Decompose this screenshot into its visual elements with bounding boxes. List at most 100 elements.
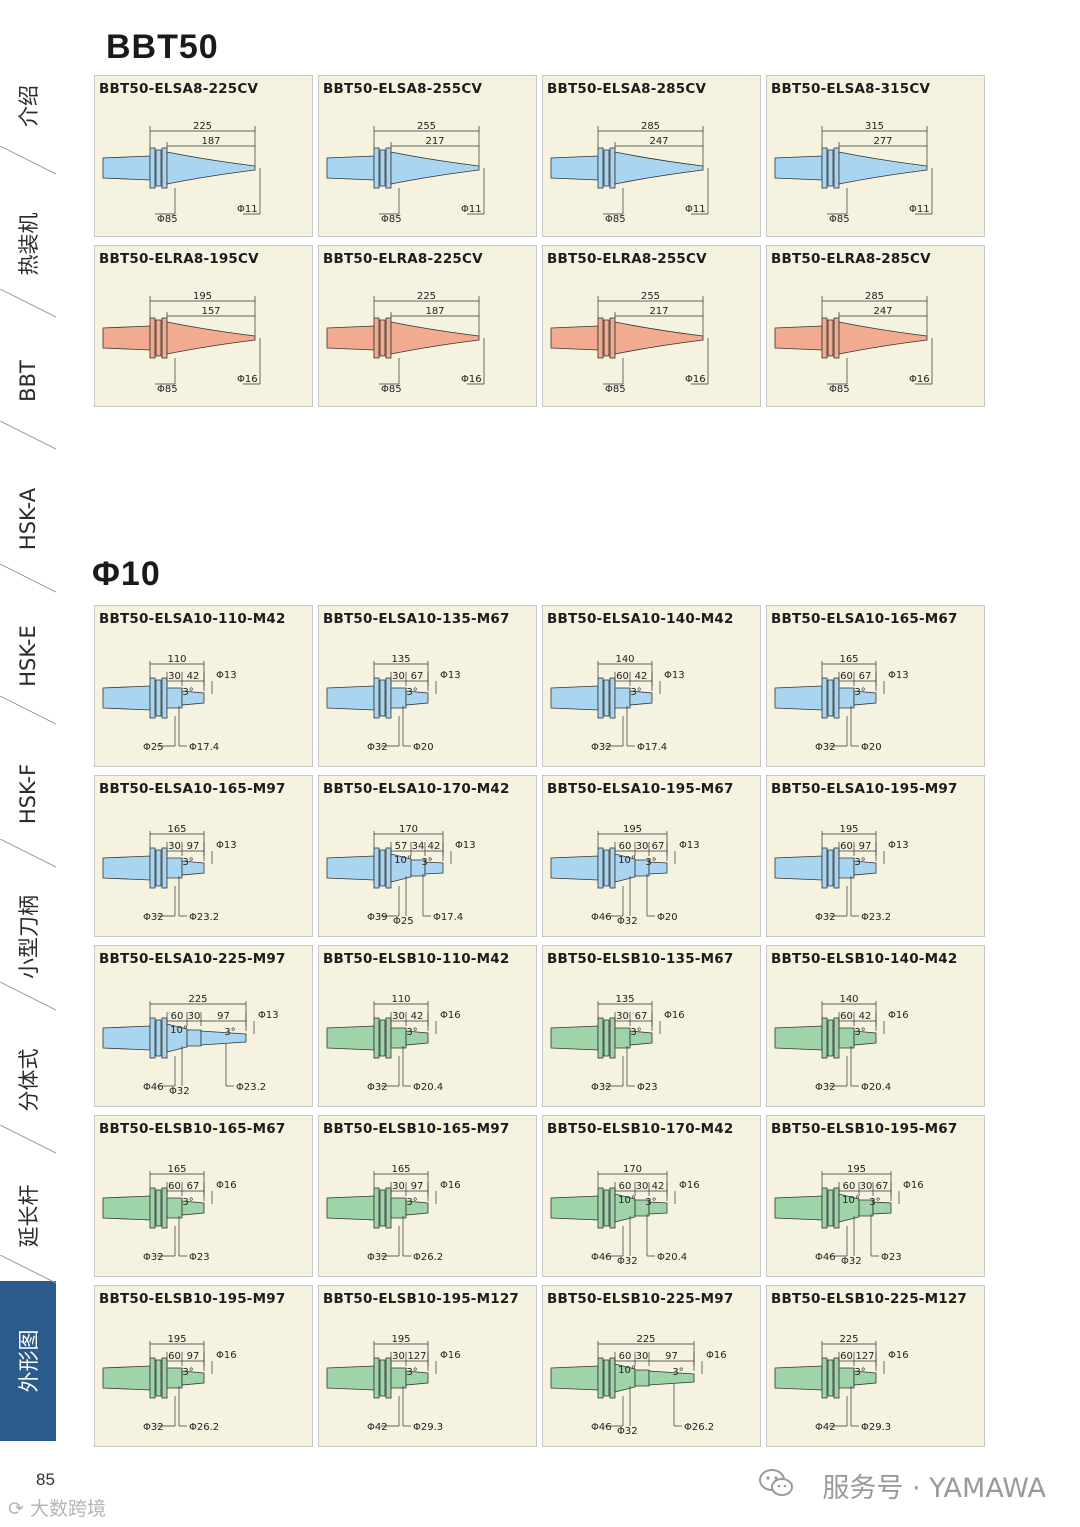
card-title: BBT50-ELSB10-195-M67 [771, 1121, 958, 1137]
flange-ring [385, 1017, 392, 1059]
flange-ring [603, 319, 610, 357]
step-angle: 10° [394, 855, 412, 866]
tool-drawing: 170 57 34 42 3° 10° Φ13 Φ39 Φ25 Φ17.4 [326, 824, 476, 927]
sidebar-divider [0, 696, 56, 725]
footer-brand: 服务号 · YAMAWA [822, 1473, 1046, 1504]
taper-angle: 3° [421, 857, 432, 868]
sidebar-tab-9[interactable]: 外形图 [0, 1281, 56, 1441]
drawing-card: BBT50-ELSB10-225-M97 225 60 30 97 3° 10° Φ16 Φ46… [542, 1285, 761, 1447]
dia-end: Φ20 [657, 912, 678, 923]
extension-step [853, 690, 877, 706]
extension-step [390, 1197, 407, 1219]
flange-ring [821, 1357, 828, 1399]
extension-step [853, 860, 877, 876]
dia-end: Φ23 [637, 1082, 658, 1093]
extension-step [390, 853, 412, 883]
card-title: BBT50-ELSA10-195-M97 [771, 781, 958, 797]
extension-step [166, 1023, 188, 1053]
dia-flange: Φ32 [367, 1252, 388, 1263]
sidebar-tab-label: 分体式 [17, 1048, 41, 1111]
dia-mid: Φ25 [393, 916, 414, 927]
tool-drawing: 285 247 Φ85 Φ11 [550, 121, 709, 225]
flange-ring [597, 847, 604, 889]
dia-end: Φ17.4 [189, 742, 219, 753]
dia-end: Φ23.2 [189, 912, 219, 923]
extension-step [648, 1201, 668, 1215]
extension-step [200, 1030, 247, 1046]
dim-segment-length: 42 [635, 671, 648, 682]
dim-segment-length: 60 [619, 1351, 632, 1362]
sidebar-tab-label: 外形图 [17, 1329, 41, 1393]
flange-ring [149, 847, 156, 889]
shank-body [550, 325, 599, 351]
section-title-bbt50: BBT50 [106, 28, 219, 66]
dim-overall-length: 165 [839, 654, 858, 665]
flange-ring [149, 1357, 156, 1399]
step-angle: 10° [618, 855, 636, 866]
dia-end: Φ23.2 [861, 912, 891, 923]
taper-angle: 3° [672, 1367, 683, 1378]
flange-ring [827, 319, 834, 357]
taper-angle: 3° [406, 1367, 417, 1378]
flange-ring [373, 847, 380, 889]
flange-ring [379, 149, 386, 187]
shank-body [550, 1195, 599, 1221]
taper-angle: 3° [182, 1197, 193, 1208]
taper-angle: 3° [630, 1027, 641, 1038]
flange-ring [603, 1359, 610, 1397]
dim-segment-length: 60 [840, 1351, 853, 1362]
dim-overall-length: 170 [399, 824, 418, 835]
dia-tip: Φ16 [461, 374, 482, 385]
card-title: BBT50-ELRA8-195CV [99, 251, 259, 267]
taper-angle: 3° [645, 857, 656, 868]
dia-tip: Φ16 [664, 1010, 685, 1021]
shank-body [102, 155, 151, 181]
dia-tip: Φ16 [685, 374, 706, 385]
tool-drawing: 135 30 67 3° Φ16 Φ32 Φ23 [550, 994, 685, 1093]
tool-drawing: 195 60 30 67 3° 10° Φ16 Φ46 Φ32 Φ23 [774, 1164, 924, 1267]
dia-tip: Φ11 [461, 204, 482, 215]
flange-ring [609, 847, 616, 889]
dim-extension-length: 187 [201, 136, 220, 147]
dim-extension-length: 187 [425, 306, 444, 317]
flange-ring [149, 1187, 156, 1229]
extension-step [634, 1369, 650, 1387]
dim-extension-length: 247 [873, 306, 892, 317]
step-angle: 10° [170, 1025, 188, 1036]
dia-flange: Φ46 [815, 1252, 836, 1263]
dim-overall-length: 165 [391, 1164, 410, 1175]
shank-body [774, 325, 823, 351]
dim-segment-length: 30 [168, 671, 181, 682]
flange-ring [385, 677, 392, 719]
dia-flange: Φ32 [143, 912, 164, 923]
card-title: BBT50-ELSB10-225-M127 [771, 1291, 968, 1307]
drawing-card: BBT50-ELRA8-195CV 195 157 Φ85 Φ16 [94, 245, 313, 407]
extension-step [629, 690, 653, 706]
sidebar-tab-label: BBT [16, 360, 40, 402]
extension-step [614, 853, 636, 883]
shank-body [102, 1195, 151, 1221]
dia-tip: Φ11 [237, 204, 258, 215]
tool-drawing: 315 277 Φ85 Φ11 [774, 121, 933, 225]
drawing-card: BBT50-ELSB10-170-M42 170 60 30 42 3° 10° Φ16 Φ46… [542, 1115, 761, 1277]
flange-ring [155, 319, 162, 357]
dia-mid: Φ32 [617, 1426, 638, 1437]
dia-flange: Φ85 [157, 214, 178, 225]
dim-overall-length: 285 [641, 121, 660, 132]
flange-ring [373, 147, 380, 189]
dim-overall-length: 225 [636, 1334, 655, 1345]
flange-ring [161, 1017, 168, 1059]
flange-ring [161, 317, 168, 359]
dim-extension-length: 217 [425, 136, 444, 147]
dia-tip: Φ16 [706, 1350, 727, 1361]
taper-angle: 3° [854, 857, 865, 868]
extension-step [166, 687, 183, 709]
dia-tip: Φ16 [440, 1180, 461, 1191]
taper-extension [614, 321, 704, 355]
flange-ring [373, 677, 380, 719]
drawing-card: BBT50-ELSA8-285CV 285 247 Φ85 Φ11 [542, 75, 761, 237]
drawing-card: BBT50-ELSB10-195-M127 195 30 127 3° Φ16 Φ42 Φ29… [318, 1285, 537, 1447]
dim-segment-length: 60 [168, 1181, 181, 1192]
dim-segment-length: 30 [636, 1181, 649, 1192]
card-title: BBT50-ELSB10-110-M42 [323, 951, 510, 967]
